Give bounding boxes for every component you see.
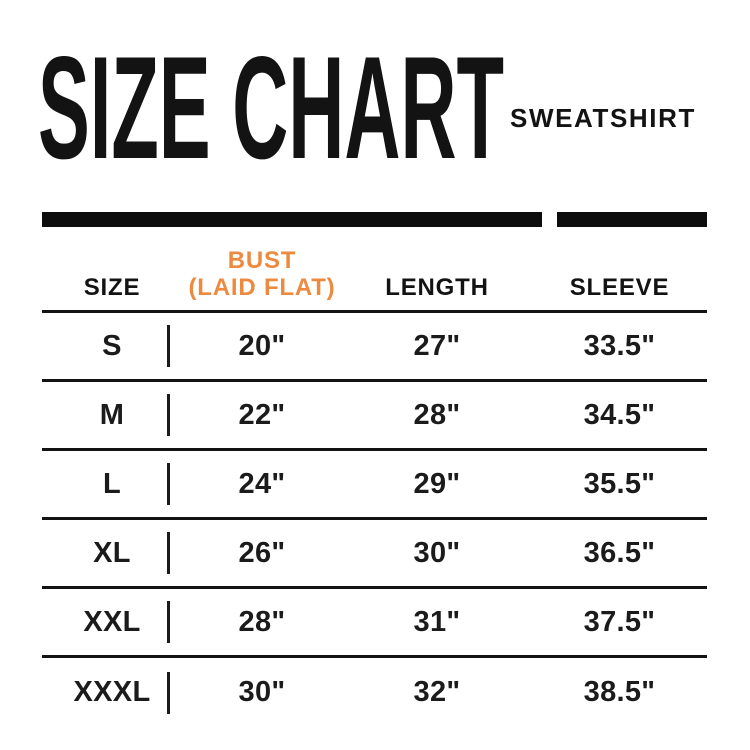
divider-bar-gap — [542, 212, 557, 227]
sleeve-value: 35.5" — [583, 467, 656, 500]
length-value: 31" — [413, 605, 461, 638]
size-table: SIZE BUST (LAID FLAT) LENGTH SLEEVE S 20… — [42, 241, 707, 727]
bust-value: 24" — [238, 467, 286, 500]
table-row: S 20" 27" 33.5" — [42, 313, 707, 382]
table-row: M 22" 28" 34.5" — [42, 382, 707, 451]
table-header-row: SIZE BUST (LAID FLAT) LENGTH SLEEVE — [42, 241, 707, 313]
divider-bars — [42, 212, 707, 227]
sleeve-value: 33.5" — [583, 329, 656, 362]
length-value: 30" — [413, 536, 461, 569]
size-value: XL — [93, 536, 131, 569]
table-row: XXXL 30" 32" 38.5" — [42, 658, 707, 727]
product-label: SWEATSHIRT — [510, 103, 696, 133]
length-value: 32" — [413, 676, 461, 708]
bust-value: 20" — [238, 329, 286, 362]
column-header-size: SIZE — [83, 273, 141, 301]
column-header-bust-line1: BUST — [227, 247, 297, 275]
size-separator-tick — [167, 394, 170, 436]
size-separator-tick — [167, 601, 170, 643]
bust-value: 22" — [238, 398, 286, 431]
bust-value: 30" — [238, 676, 286, 708]
bust-value: 26" — [238, 536, 286, 569]
table-row: L 24" 29" 35.5" — [42, 451, 707, 520]
length-value: 29" — [413, 467, 461, 500]
page-title: SIZE CHART — [38, 26, 518, 189]
column-header-length: LENGTH — [385, 273, 489, 301]
size-separator-tick — [167, 532, 170, 574]
sleeve-value: 36.5" — [583, 536, 656, 569]
size-value: L — [102, 467, 121, 500]
table-row: XXL 28" 31" 37.5" — [42, 589, 707, 658]
divider-bar-right — [557, 212, 707, 227]
column-header-bust: BUST (LAID FLAT) — [182, 247, 342, 301]
size-value: XXL — [83, 605, 141, 638]
size-value: M — [99, 398, 125, 431]
size-separator-tick — [167, 671, 170, 714]
column-header-sleeve: SLEEVE — [569, 273, 670, 301]
length-value: 27" — [413, 329, 461, 362]
size-value: XXXL — [73, 676, 151, 708]
sleeve-value: 34.5" — [583, 398, 656, 431]
size-separator-tick — [167, 325, 170, 367]
size-value: S — [102, 329, 122, 362]
size-separator-tick — [167, 463, 170, 505]
sleeve-value: 38.5" — [583, 676, 656, 708]
page-title-text: SIZE CHART — [38, 52, 504, 170]
length-value: 28" — [413, 398, 461, 431]
sleeve-value: 37.5" — [583, 605, 656, 638]
table-row: XL 26" 30" 36.5" — [42, 520, 707, 589]
size-chart-title-svg: SIZE CHART — [38, 26, 504, 189]
divider-bar-left — [42, 212, 542, 227]
bust-value: 28" — [238, 605, 286, 638]
column-header-bust-line2: (LAID FLAT) — [188, 273, 336, 301]
